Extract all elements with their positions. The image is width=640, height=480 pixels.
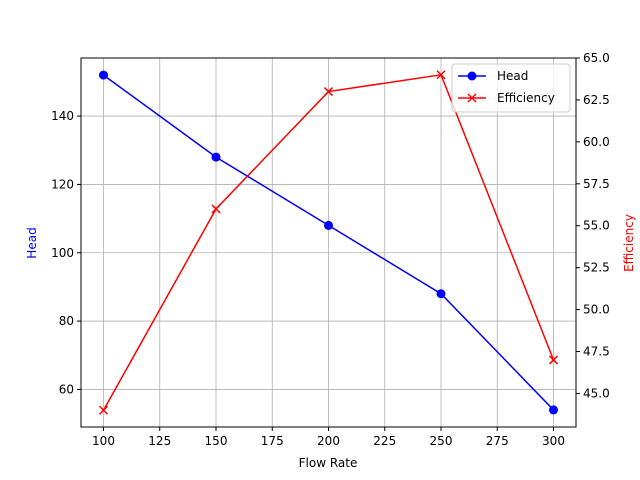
x-tick-label: 300 xyxy=(542,434,565,448)
legend-efficiency-marker-icon xyxy=(467,93,477,103)
head-marker xyxy=(549,405,558,415)
head-marker xyxy=(99,70,108,80)
right-y-tick-label: 65.0 xyxy=(583,51,610,65)
efficiency-marker xyxy=(211,204,221,214)
x-tick-label: 125 xyxy=(148,434,171,448)
left-y-tick-label: 80 xyxy=(59,314,74,328)
right-y-tick-label: 57.5 xyxy=(583,177,610,191)
x-tick-label: 275 xyxy=(486,434,509,448)
left-y-axis-ticks: 60 80 100 120 140 xyxy=(51,109,81,396)
efficiency-marker xyxy=(98,405,109,415)
right-y-axis-ticks: 45.0 47.5 50.0 52.5 55.0 57.5 60.0 62.5 65.0 xyxy=(576,51,610,400)
left-y-tick-label: 120 xyxy=(51,177,74,191)
right-y-tick-label: 55.0 xyxy=(583,219,610,233)
efficiency-marker xyxy=(436,70,446,80)
efficiency-marker xyxy=(548,355,559,365)
head-marker xyxy=(324,220,333,230)
head-marker xyxy=(211,152,221,162)
right-y-tick-label: 60.0 xyxy=(583,135,610,149)
legend-efficiency-label: Efficiency xyxy=(497,91,555,105)
x-tick-label: 250 xyxy=(430,434,453,448)
right-y-axis-label: Efficiency xyxy=(622,214,636,272)
left-y-tick-label: 60 xyxy=(59,382,74,396)
right-y-tick-label: 45.0 xyxy=(583,386,610,400)
left-y-axis-label: Head xyxy=(25,227,39,258)
x-tick-label: 100 xyxy=(92,434,115,448)
x-tick-label: 200 xyxy=(317,434,340,448)
x-tick-label: 225 xyxy=(373,434,396,448)
right-y-tick-label: 52.5 xyxy=(583,261,610,275)
right-y-tick-label: 50.0 xyxy=(583,303,610,317)
right-y-tick-label: 62.5 xyxy=(583,93,610,107)
grid-lines xyxy=(81,58,576,427)
x-axis-ticks: 100 125 150 175 200 225 250 275 300 xyxy=(92,427,565,448)
legend: Head Efficiency xyxy=(451,63,571,113)
series-layer xyxy=(98,70,559,415)
x-tick-label: 175 xyxy=(261,434,284,448)
right-y-tick-label: 47.5 xyxy=(583,345,610,359)
left-y-tick-label: 100 xyxy=(51,246,74,260)
legend-head-label: Head xyxy=(497,69,528,83)
left-y-tick-label: 140 xyxy=(51,109,74,123)
legend-head-marker-icon xyxy=(467,71,477,81)
head-marker xyxy=(436,289,446,299)
x-axis-label: Flow Rate xyxy=(299,456,358,470)
x-tick-label: 150 xyxy=(205,434,228,448)
efficiency-marker xyxy=(323,87,334,97)
